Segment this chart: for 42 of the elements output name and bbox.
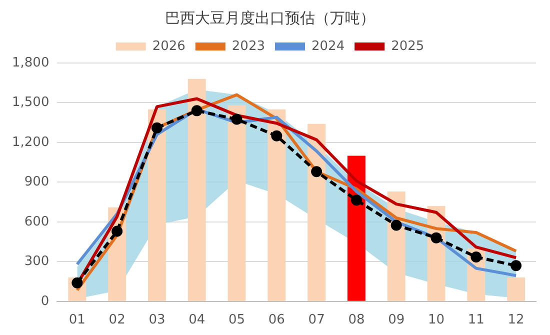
point (311, 166, 322, 178)
x-tick-label: 12 (508, 312, 524, 328)
x-tick-label: 08 (348, 312, 365, 328)
bar (188, 78, 206, 301)
legend-label: 2026 (152, 38, 186, 54)
bar (268, 109, 286, 301)
bar (148, 109, 166, 301)
x-tick-label: 11 (468, 312, 484, 328)
x-tick-label: 02 (108, 312, 126, 328)
x-tick-label: 09 (388, 312, 405, 328)
point (231, 114, 242, 125)
legend-label: 2024 (312, 38, 345, 54)
x-tick-label: 03 (148, 312, 166, 328)
y-tick-label: 600 (24, 214, 50, 230)
x-tick-label: 05 (228, 312, 246, 328)
point (430, 232, 442, 244)
point (112, 226, 123, 237)
y-tick-label: 300 (24, 254, 50, 270)
legend-label: 2025 (391, 38, 424, 54)
y-tick-label: 1,500 (12, 95, 50, 110)
x-tick-label: 06 (268, 312, 285, 328)
x-tick-label: 10 (428, 312, 445, 328)
y-tick-label: 0 (40, 294, 50, 309)
legend-label: 2023 (232, 38, 266, 54)
point (390, 220, 402, 231)
chart-title: 巴西大豆月度出口预估（万吨） (165, 8, 375, 27)
point (191, 105, 202, 116)
point (510, 260, 522, 272)
bar (228, 105, 246, 301)
y-tick-label: 1,200 (12, 134, 50, 150)
point (151, 122, 162, 134)
bar (507, 278, 526, 301)
point (271, 130, 282, 142)
point (72, 277, 83, 288)
point (350, 194, 362, 206)
x-tick-label: 04 (188, 312, 206, 328)
point (470, 252, 482, 263)
y-tick-label: 900 (24, 174, 50, 190)
y-tick-label: 1,800 (12, 55, 50, 70)
bar (308, 124, 326, 301)
x-tick-label: 01 (68, 312, 86, 328)
x-tick-label: 07 (308, 312, 325, 328)
